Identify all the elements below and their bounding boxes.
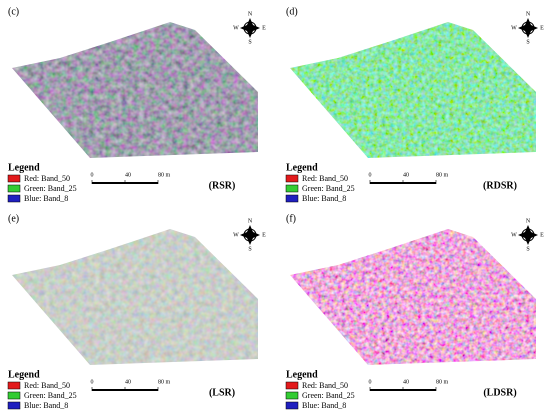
image [290, 22, 536, 158]
scale-label: 0 [91, 172, 94, 178]
legend-swatch [285, 381, 299, 390]
legend-item: Green: Band_25 [302, 184, 355, 193]
compass-w: W [233, 232, 239, 238]
legend-item: Blue: Band_8 [24, 401, 68, 410]
compass-n: N [526, 218, 531, 224]
scale-label: 0 [91, 379, 94, 385]
legend-swatch [7, 391, 21, 400]
scale-label: 80 m [158, 379, 171, 385]
scale-label: 0 [369, 172, 372, 178]
compass-ring [243, 21, 257, 35]
legend-item: Blue: Band_8 [24, 194, 68, 203]
scale-label: 40 [403, 172, 409, 178]
scale-label: 80 m [158, 172, 171, 178]
legend-swatch [7, 174, 21, 183]
compass-s: S [526, 246, 529, 252]
scale-label: 80 m [436, 379, 449, 385]
compass-rose [518, 225, 538, 245]
panel-name: (RDSR) [483, 180, 517, 191]
legend-swatch [285, 174, 299, 183]
compass-n: N [526, 11, 531, 17]
legend-item: Red: Band_50 [302, 174, 348, 183]
scale-label: 40 [125, 379, 131, 385]
compass-n: N [248, 218, 253, 224]
legend-title: Legend [286, 162, 318, 173]
compass-n: N [248, 11, 253, 17]
scale-label: 80 m [436, 172, 449, 178]
legend-swatch [7, 184, 21, 193]
compass-ring [521, 21, 535, 35]
legend-item: Green: Band_25 [24, 391, 77, 400]
panel-label: (c) [8, 6, 19, 17]
compass-w: W [233, 25, 239, 31]
compass-e: E [540, 232, 544, 238]
compass-s: S [248, 39, 251, 45]
panel-label: (f) [286, 213, 296, 224]
scale-label: 0 [369, 379, 372, 385]
image [12, 229, 258, 365]
panel-name: (LSR) [209, 387, 235, 398]
panel-name: (RSR) [209, 180, 236, 191]
compass-w: W [511, 232, 517, 238]
panel-label: (e) [8, 213, 19, 224]
scale-label: 40 [125, 172, 131, 178]
compass-e: E [262, 232, 266, 238]
legend-swatch [7, 194, 21, 203]
compass-rose [518, 18, 538, 38]
compass-e: E [540, 25, 544, 31]
compass-e: E [262, 25, 266, 31]
legend-swatch [285, 184, 299, 193]
legend-item: Green: Band_25 [302, 391, 355, 400]
compass-s: S [526, 39, 529, 45]
compass-ring [243, 228, 257, 242]
image [12, 22, 258, 158]
legend-swatch [285, 194, 299, 203]
legend-item: Red: Band_50 [302, 381, 348, 390]
legend-swatch [7, 401, 21, 410]
compass-w: W [511, 25, 517, 31]
image [290, 229, 536, 365]
panel-label: (d) [286, 6, 298, 17]
compass-rose [240, 225, 260, 245]
legend-title: Legend [8, 369, 40, 380]
legend-item: Red: Band_50 [24, 381, 70, 390]
legend-swatch [7, 381, 21, 390]
legend-item: Blue: Band_8 [302, 194, 346, 203]
compass-rose [240, 18, 260, 38]
compass-s: S [248, 246, 251, 252]
legend-item: Green: Band_25 [24, 184, 77, 193]
legend-item: Red: Band_50 [24, 174, 70, 183]
legend-title: Legend [8, 162, 40, 173]
panel-name: (LDSR) [483, 387, 516, 398]
legend-swatch [285, 401, 299, 410]
legend-title: Legend [286, 369, 318, 380]
legend-item: Blue: Band_8 [302, 401, 346, 410]
compass-ring [521, 228, 535, 242]
legend-swatch [285, 391, 299, 400]
scale-label: 40 [403, 379, 409, 385]
